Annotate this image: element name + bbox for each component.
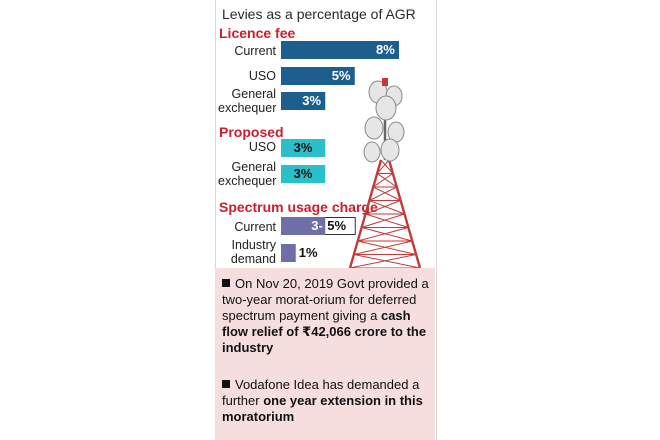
- bar-value-label: 1%: [298, 245, 318, 260]
- section-title-proposed: Proposed: [219, 124, 284, 140]
- bar-0-2: [281, 92, 326, 110]
- row-label-proposed-uso: USO: [248, 140, 276, 154]
- bar-value-label: 3%: [293, 140, 313, 155]
- row-label-licence-general-exchequer: General exchequer: [218, 87, 277, 115]
- row-label-proposed-general-exchequer: General exchequer: [218, 160, 277, 188]
- note-moratorium: On Nov 20, 2019 Govt provided a two-year…: [222, 276, 429, 355]
- bar-value-label: 5%: [331, 68, 351, 83]
- section-title-spectrum-usage-charge: Spectrum usage charge: [219, 199, 378, 215]
- bar-0-1: [281, 67, 355, 85]
- row-label-spectrum-current: Current: [234, 220, 276, 234]
- bar-1-0: [281, 139, 326, 157]
- chart-title: Levies as a percentage of AGR: [222, 6, 416, 22]
- row-label-licence-uso: USO: [248, 69, 276, 83]
- row-label-licence-current: Current: [234, 44, 276, 58]
- bar-value-label-low: 3-: [311, 218, 323, 233]
- bullet-icon: [222, 380, 230, 388]
- bar-value-label: 8%: [376, 42, 395, 57]
- bar-2-1: [281, 244, 296, 262]
- bar-1-1: [281, 165, 326, 183]
- notes-box: [215, 268, 435, 440]
- row-label-spectrum-industry-demand: Industry demand: [230, 238, 276, 266]
- bar-value-label: 3%: [302, 93, 322, 108]
- bar-value-label-high: 5%: [327, 218, 347, 233]
- bar-range-low: [281, 217, 326, 235]
- bar-0-0: [281, 41, 399, 59]
- bar-value-label: 3%: [293, 166, 313, 181]
- note-vodafone-demand: Vodafone Idea has demanded a further one…: [222, 377, 423, 424]
- bullet-icon: [222, 279, 230, 287]
- section-title-licence-fee: Licence fee: [219, 25, 296, 41]
- telecom-tower-icon: [348, 78, 422, 269]
